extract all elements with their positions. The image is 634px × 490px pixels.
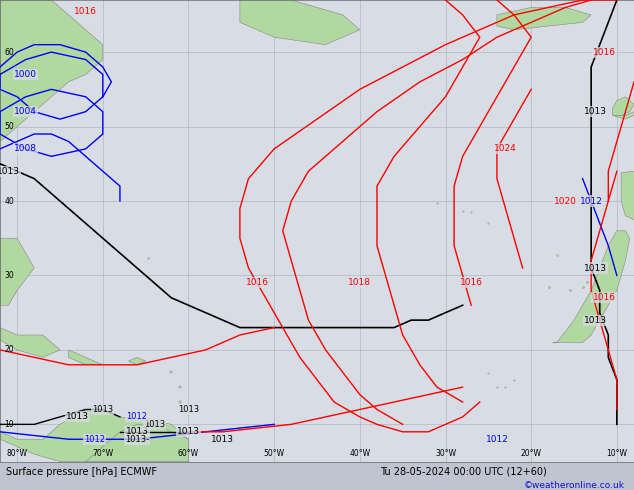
Polygon shape — [68, 350, 103, 365]
Polygon shape — [240, 0, 360, 45]
Text: 1016: 1016 — [593, 294, 616, 302]
Polygon shape — [0, 0, 103, 142]
Text: 1016: 1016 — [460, 278, 482, 288]
Text: 1018: 1018 — [348, 278, 372, 288]
Polygon shape — [0, 238, 34, 305]
Polygon shape — [0, 328, 60, 357]
Text: 20°W: 20°W — [521, 449, 541, 458]
Text: 50: 50 — [4, 122, 14, 131]
Text: 1013: 1013 — [584, 107, 607, 116]
Text: 1013: 1013 — [0, 167, 20, 176]
Text: 30°W: 30°W — [435, 449, 456, 458]
Text: 60°W: 60°W — [178, 449, 199, 458]
Polygon shape — [612, 60, 634, 119]
Text: 20: 20 — [4, 345, 14, 354]
Text: 1024: 1024 — [494, 145, 517, 153]
Text: 1020: 1020 — [554, 196, 577, 205]
Polygon shape — [497, 7, 591, 30]
Text: 1013: 1013 — [177, 427, 200, 436]
Text: Surface pressure [hPa] ECMWF: Surface pressure [hPa] ECMWF — [6, 466, 157, 477]
Polygon shape — [621, 171, 634, 231]
Text: 1016: 1016 — [593, 48, 616, 57]
Text: 1013: 1013 — [584, 264, 607, 272]
Text: 1013-: 1013- — [125, 435, 149, 444]
Polygon shape — [0, 410, 188, 462]
Text: 1012: 1012 — [127, 413, 148, 421]
Polygon shape — [86, 424, 188, 462]
Text: 1013: 1013 — [584, 316, 607, 325]
Text: 1013: 1013 — [211, 435, 234, 444]
Text: 40°W: 40°W — [349, 449, 370, 458]
Text: 10: 10 — [4, 420, 14, 429]
Text: 1016: 1016 — [74, 7, 97, 16]
Polygon shape — [129, 357, 146, 365]
Text: 70°W: 70°W — [93, 449, 113, 458]
Text: 1004: 1004 — [15, 107, 37, 116]
Text: 1013: 1013 — [126, 427, 148, 436]
Text: 1016: 1016 — [245, 278, 269, 288]
Text: 1012: 1012 — [579, 196, 602, 205]
Text: 1013: 1013 — [144, 420, 165, 429]
Text: ©weatheronline.co.uk: ©weatheronline.co.uk — [524, 481, 624, 490]
Text: 40: 40 — [4, 196, 14, 205]
Text: 1012: 1012 — [84, 435, 105, 444]
Text: 1000: 1000 — [14, 70, 37, 79]
Text: 50°W: 50°W — [264, 449, 285, 458]
Polygon shape — [553, 231, 630, 343]
Text: 1012: 1012 — [486, 435, 508, 444]
Text: 60: 60 — [4, 48, 14, 57]
Text: 30: 30 — [4, 271, 14, 280]
Text: Tu 28-05-2024 00:00 UTC (12+60): Tu 28-05-2024 00:00 UTC (12+60) — [380, 466, 547, 477]
Text: 80°W: 80°W — [6, 449, 28, 458]
Text: 1013: 1013 — [178, 405, 199, 414]
Text: 1013: 1013 — [65, 413, 89, 421]
Text: 1008: 1008 — [14, 145, 37, 153]
Text: 1013: 1013 — [93, 405, 113, 414]
Text: 10°W: 10°W — [606, 449, 628, 458]
Polygon shape — [612, 97, 634, 116]
